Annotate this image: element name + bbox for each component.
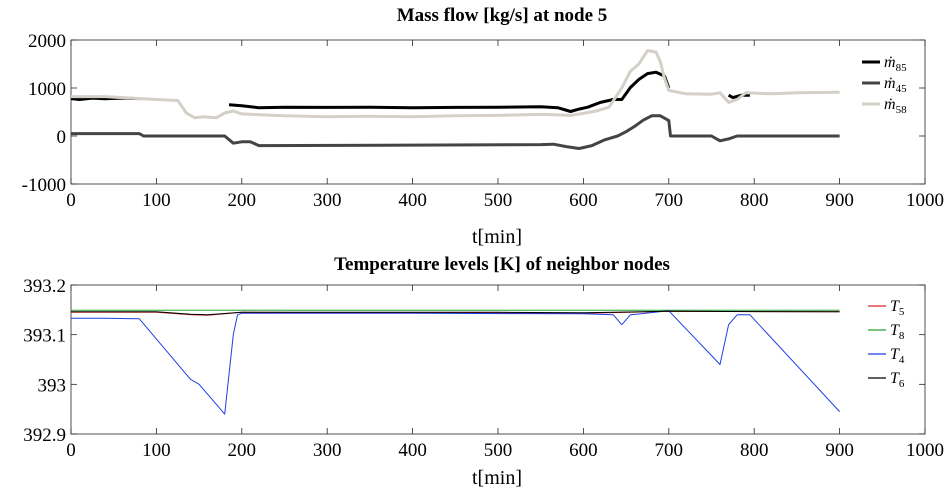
series-line-T6	[71, 310, 840, 316]
x-tick-label: 700	[655, 190, 684, 211]
legend-symbol: ṁ	[884, 96, 896, 113]
x-tick-label: 100	[142, 440, 171, 461]
axes: 0 100 200 300 400 500 600 700 800 900 1000-1000010…	[22, 31, 944, 211]
series-line-m58	[71, 49, 840, 120]
x-tick-label: 400	[398, 190, 427, 211]
x-tick-label: 300	[313, 190, 342, 211]
x-tick-label: 500	[484, 190, 513, 211]
x-tick-label: 100	[142, 190, 171, 211]
x-tick-label: 200	[228, 190, 257, 211]
legend-symbol: ṁ	[884, 54, 896, 71]
x-tick-label: 500	[484, 440, 513, 461]
legend-subscript: 8	[899, 330, 905, 342]
x-tick-label: 900	[825, 190, 854, 211]
x-tick-label: 200	[228, 440, 257, 461]
legend-label: T5	[890, 298, 905, 318]
legend-symbol: T	[890, 298, 900, 315]
legend-label: T6	[890, 370, 905, 390]
legend-subscript: 6	[899, 378, 905, 390]
legend-label: T4	[890, 346, 905, 366]
series-group	[70, 49, 840, 150]
x-tick-label: 700	[655, 440, 684, 461]
y-tick-label: 393.1	[23, 326, 66, 347]
series-line-m85	[70, 70, 750, 113]
x-tick-label: 0	[66, 440, 76, 461]
x-axis-label: t[min]	[472, 226, 522, 248]
legend-subscript: 5	[899, 306, 905, 318]
legend-subscript: 4	[899, 354, 905, 366]
legend-subscript: 58	[896, 104, 908, 116]
plot-frame	[70, 39, 926, 185]
legend-symbol: ṁ	[884, 75, 896, 92]
x-tick-label: 1000	[906, 440, 944, 461]
plot-frame	[70, 284, 926, 435]
temperature-chart: Temperature levels [K] of neighbor nodes…	[23, 254, 944, 489]
legend-subscript: 85	[896, 62, 908, 74]
legend-subscript: 45	[896, 83, 908, 95]
axes: 0 100 200 300 400 500 600 700 800 900 1000 392.9 393…	[23, 276, 944, 461]
x-tick-label: 300	[313, 440, 342, 461]
x-tick-label: 0	[66, 190, 76, 211]
x-tick-label: 1000	[906, 190, 944, 211]
x-axis-label: t[min]	[472, 467, 522, 489]
x-tick-label: 400	[398, 440, 427, 461]
legend-symbol: T	[890, 370, 900, 387]
chart-title: Temperature levels [K] of neighbor nodes	[334, 254, 670, 275]
y-tick-label: 1000	[28, 79, 66, 100]
y-tick-label: -1000	[22, 175, 66, 196]
legend-symbol: T	[890, 322, 900, 339]
x-tick-label: 800	[740, 440, 769, 461]
mass-flow-chart: Mass flow [kg/s] at node 5 0 100 200 300 400…	[22, 5, 944, 248]
legend-label: T8	[890, 322, 905, 342]
y-tick-label: 393	[38, 375, 67, 396]
series-line-m45	[71, 114, 840, 150]
x-tick-label: 600	[569, 190, 598, 211]
x-tick-label: 900	[825, 440, 854, 461]
y-tick-label: 393.2	[23, 276, 66, 297]
legend-label: ṁ45	[884, 75, 907, 95]
x-tick-label: 600	[569, 440, 598, 461]
legend-label: ṁ85	[884, 54, 907, 74]
y-tick-label: 0	[57, 127, 67, 148]
legend-symbol: T	[890, 346, 900, 363]
series-line-T4	[71, 310, 840, 415]
y-tick-label: 2000	[28, 31, 66, 52]
x-tick-label: 800	[740, 190, 769, 211]
series-group	[71, 309, 840, 415]
chart-title: Mass flow [kg/s] at node 5	[397, 5, 608, 26]
y-tick-label: 392.9	[23, 425, 66, 446]
legend-label: ṁ58	[884, 96, 907, 116]
